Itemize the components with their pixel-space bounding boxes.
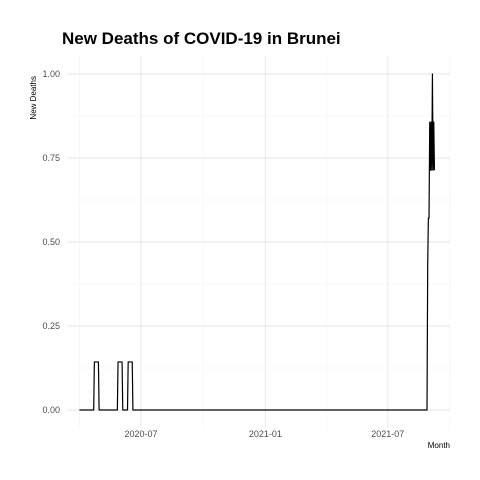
y-tick-label: 0.00 [42, 405, 60, 415]
y-tick-label: 0.50 [42, 237, 60, 247]
y-tick-label: 0.25 [42, 321, 60, 331]
grid-lines [68, 56, 451, 428]
series-line [79, 73, 436, 411]
y-axis-label: New Deaths [29, 76, 38, 120]
chart-title: New Deaths of COVID-19 in Brunei [62, 29, 341, 48]
y-tick-label: 1.00 [42, 69, 60, 79]
y-axis-ticks: 0.00 0.25 0.50 0.75 1.00 [42, 69, 60, 415]
y-tick-label: 0.75 [42, 153, 60, 163]
x-tick-label: 2020-07 [125, 429, 158, 439]
x-tick-label: 2021-01 [249, 429, 282, 439]
x-tick-label: 2021-07 [371, 429, 404, 439]
x-axis-label: Month [428, 441, 450, 450]
series-group [79, 73, 436, 411]
x-axis-ticks: 2020-07 2021-01 2021-07 [125, 429, 405, 439]
